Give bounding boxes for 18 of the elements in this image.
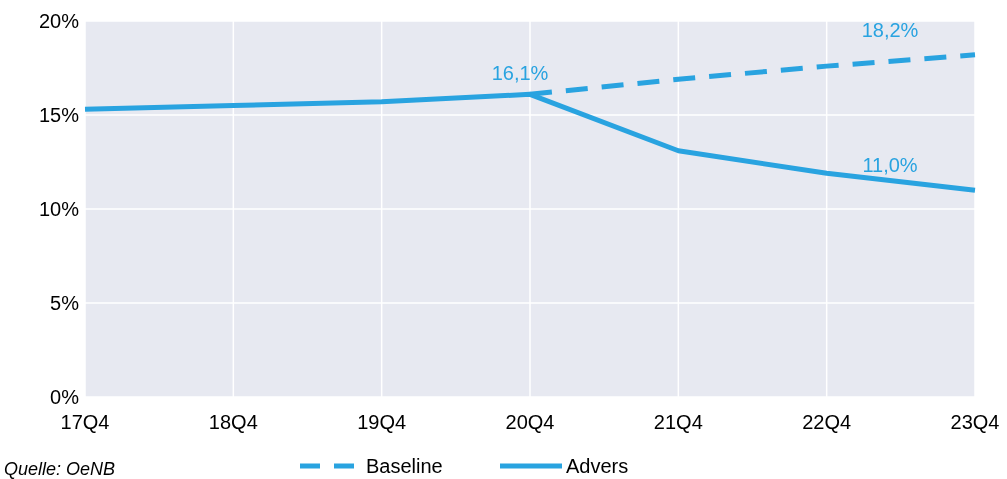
y-tick-label: 5% bbox=[50, 292, 80, 314]
x-tick-label: 23Q4 bbox=[950, 411, 1000, 433]
y-tick-label: 15% bbox=[38, 104, 80, 126]
x-tick-label: 21Q4 bbox=[653, 411, 703, 433]
x-tick-label: 22Q4 bbox=[802, 411, 852, 433]
source-note: Quelle: OeNB bbox=[4, 459, 116, 479]
annotation: 11,0% bbox=[862, 154, 918, 177]
x-tick-label: 20Q4 bbox=[505, 411, 555, 433]
x-tick-label: 17Q4 bbox=[60, 411, 110, 433]
x-tick-label: 18Q4 bbox=[208, 411, 258, 433]
x-tick-label: 19Q4 bbox=[357, 411, 407, 433]
legend-label: Baseline bbox=[366, 455, 443, 477]
y-tick-label: 10% bbox=[38, 198, 80, 220]
annotation: 16,1% bbox=[491, 62, 549, 85]
annotation: 18,2% bbox=[861, 18, 919, 41]
y-tick-label: 0% bbox=[50, 386, 80, 408]
y-tick-label: 20% bbox=[38, 10, 80, 32]
legend-label: Advers bbox=[566, 455, 629, 477]
